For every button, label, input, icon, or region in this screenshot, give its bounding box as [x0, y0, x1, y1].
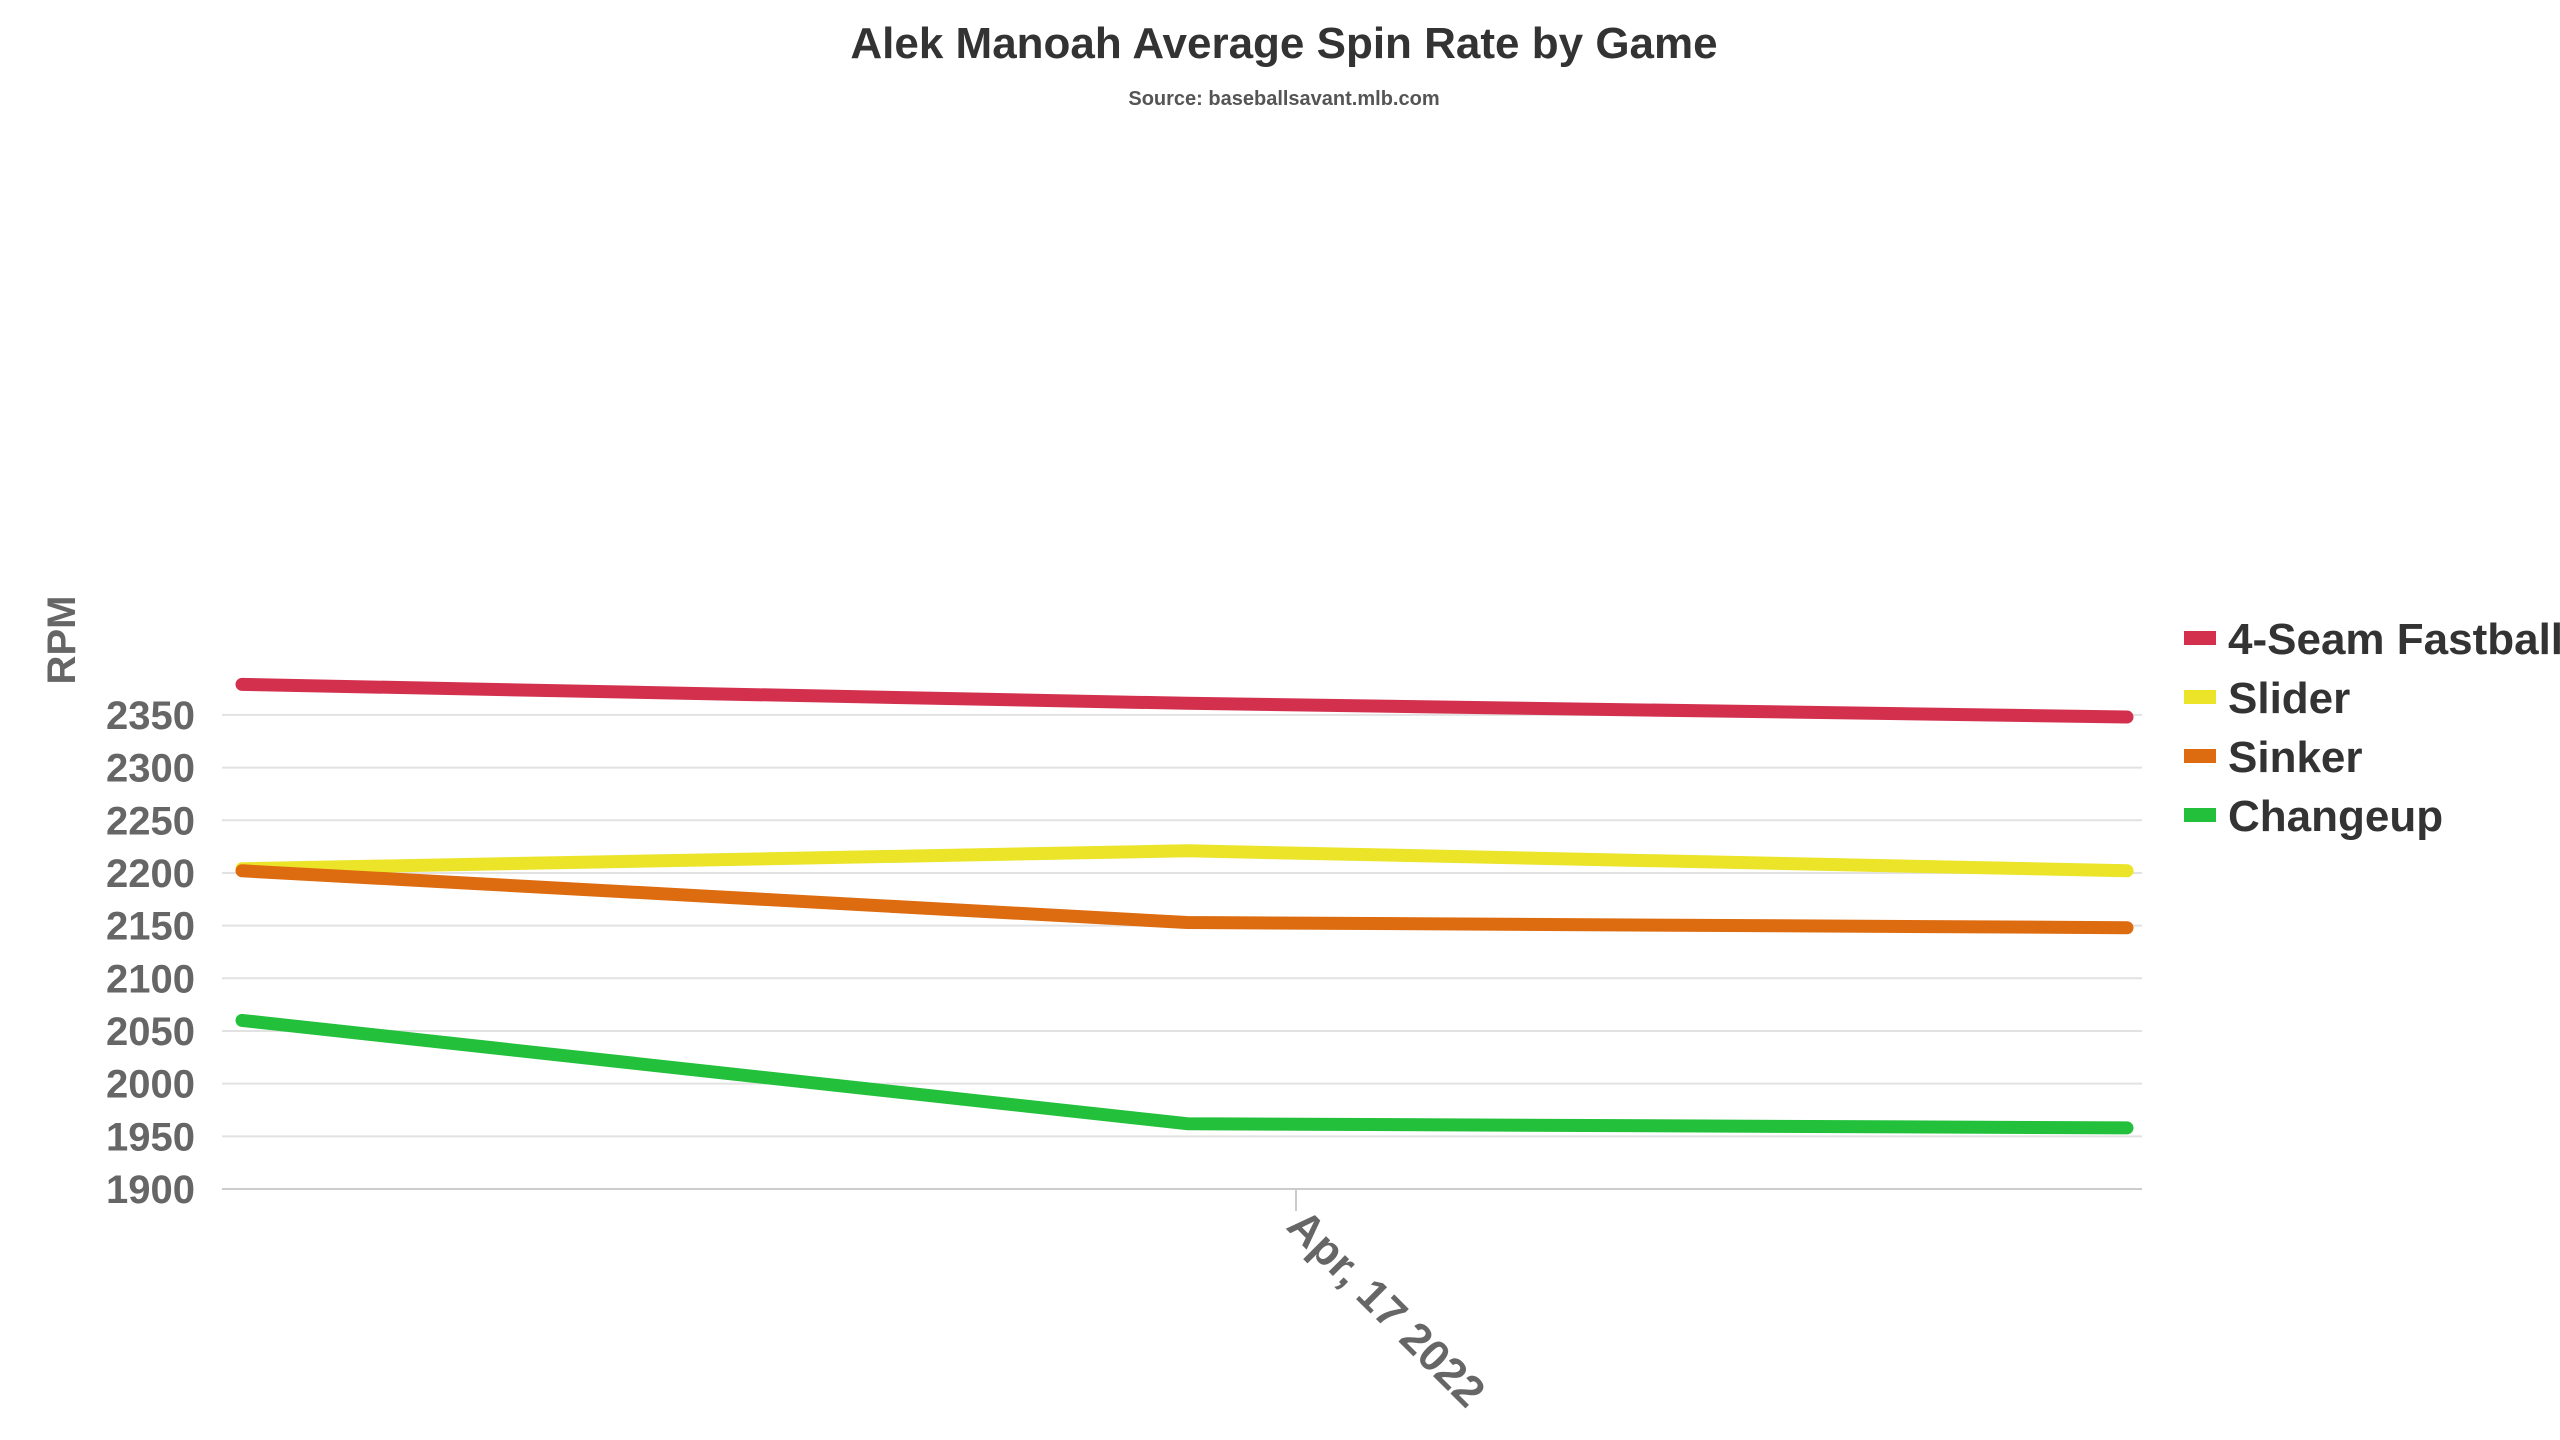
x-axis: Apr, 17 2022: [1278, 1189, 1494, 1417]
legend-label-4-seam-fastball: 4-Seam Fastball: [2228, 615, 2560, 664]
legend-swatch-sinker: [2184, 749, 2216, 763]
series-line-4-seam-fastball: [235, 677, 2134, 724]
series-line-sinker: [235, 864, 2134, 935]
chart-title: Alek Manoah Average Spin Rate by Game: [850, 19, 1717, 68]
legend: 4-Seam Fastball Slider Sinker Changeup: [2184, 615, 2560, 841]
chart-subtitle: Source: baseballsavant.mlb.com: [1128, 88, 1439, 110]
y-tick-label: 1900: [106, 1168, 195, 1212]
y-axis-ticks: 1900 1950 2000 2050 2100 2150 2200 2250 2300 2350: [106, 694, 195, 1212]
y-axis-title: RPM: [40, 596, 84, 685]
y-tick-label: 2000: [106, 1063, 195, 1107]
series-line-changeup: [235, 1013, 2134, 1135]
x-tick-label: Apr, 17 2022: [1278, 1200, 1494, 1416]
y-tick-label: 1950: [106, 1115, 195, 1159]
legend-label-changeup: Changeup: [2228, 792, 2443, 841]
legend-swatch-slider: [2184, 690, 2216, 704]
series-lines: [235, 677, 2134, 1135]
y-tick-label: 2350: [106, 694, 195, 738]
y-tick-label: 2050: [106, 1010, 195, 1054]
y-tick-label: 2300: [106, 747, 195, 791]
legend-label-slider: Slider: [2228, 674, 2350, 723]
legend-swatch-4-seam-fastball: [2184, 631, 2216, 645]
y-tick-label: 2250: [106, 799, 195, 843]
y-tick-label: 2100: [106, 957, 195, 1001]
legend-label-sinker: Sinker: [2228, 733, 2363, 782]
y-tick-label: 2150: [106, 905, 195, 949]
legend-swatch-changeup: [2184, 808, 2216, 822]
series-line-slider: [235, 844, 2134, 878]
y-tick-label: 2200: [106, 852, 195, 896]
